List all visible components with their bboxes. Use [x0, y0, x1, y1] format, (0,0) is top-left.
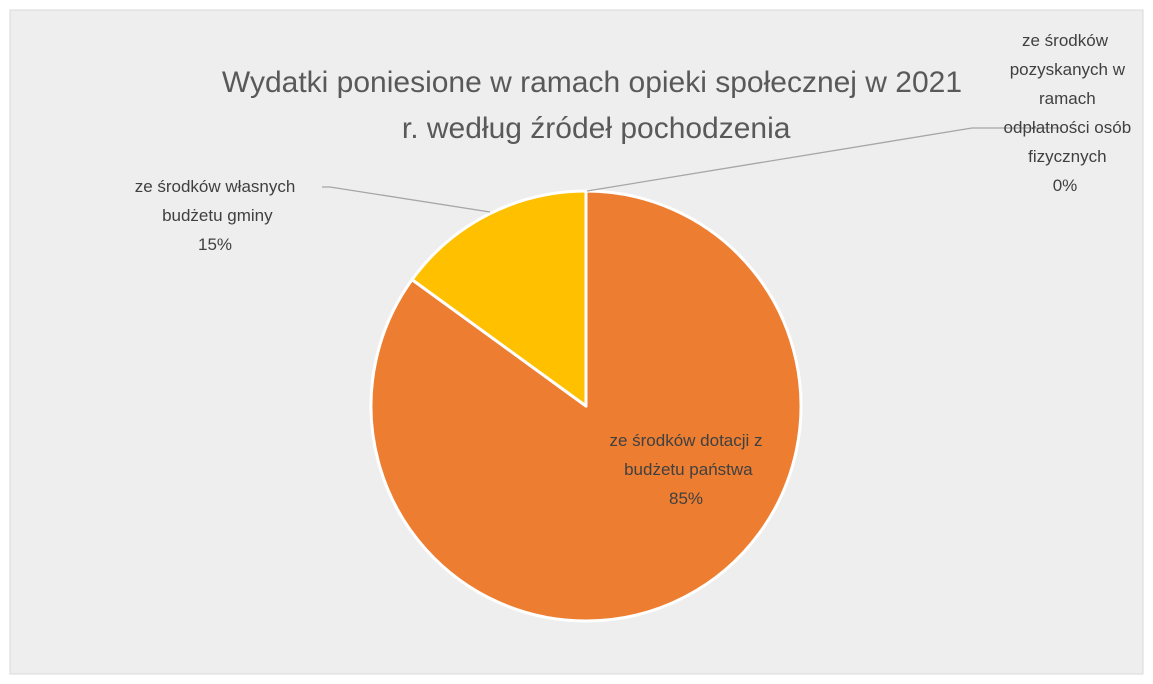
leader-line: [586, 127, 1060, 192]
data-label-name: ze środków dotacji z budżetu państwa: [609, 431, 762, 479]
data-label-value: 15%: [198, 235, 232, 254]
data-label-value: 0%: [1053, 176, 1078, 195]
chart-title: Wydatki poniesione w ramach opieki społe…: [222, 66, 962, 145]
data-label-name: ze środków własnych budżetu gminy: [135, 177, 296, 225]
pie-slice: [410, 189, 588, 408]
leader-line: [322, 186, 491, 213]
data-label-value: 85%: [669, 489, 703, 508]
data-label-name: ze środków pozyskanych w ramach odpłatno…: [999, 31, 1131, 166]
